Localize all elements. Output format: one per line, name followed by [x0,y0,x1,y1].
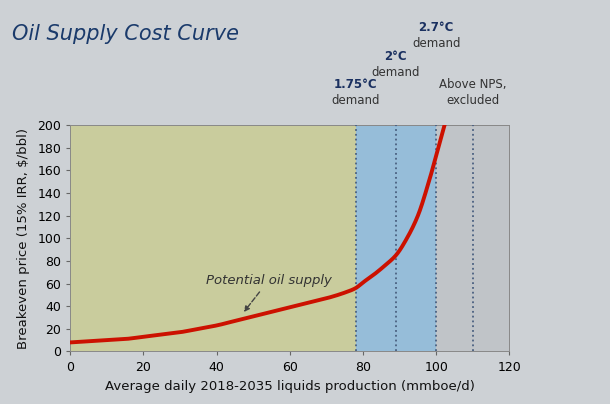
Text: 2°C: 2°C [384,50,407,63]
Y-axis label: Breakeven price (15% IRR, $/bbl): Breakeven price (15% IRR, $/bbl) [17,128,31,349]
Text: Above NPS,: Above NPS, [439,78,506,91]
Text: Potential oil supply: Potential oil supply [206,274,331,311]
Bar [436,125,509,351]
Text: demand: demand [371,66,420,79]
Text: 1.75°C: 1.75°C [334,78,378,91]
Bar [356,125,436,351]
Text: Oil Supply Cost Curve: Oil Supply Cost Curve [12,24,239,44]
Text: demand: demand [412,38,461,50]
Text: 2.7°C: 2.7°C [418,21,454,34]
Text: excluded: excluded [446,94,500,107]
X-axis label: Average daily 2018-2035 liquids production (mmboe/d): Average daily 2018-2035 liquids producti… [105,381,475,393]
Text: demand: demand [331,94,380,107]
